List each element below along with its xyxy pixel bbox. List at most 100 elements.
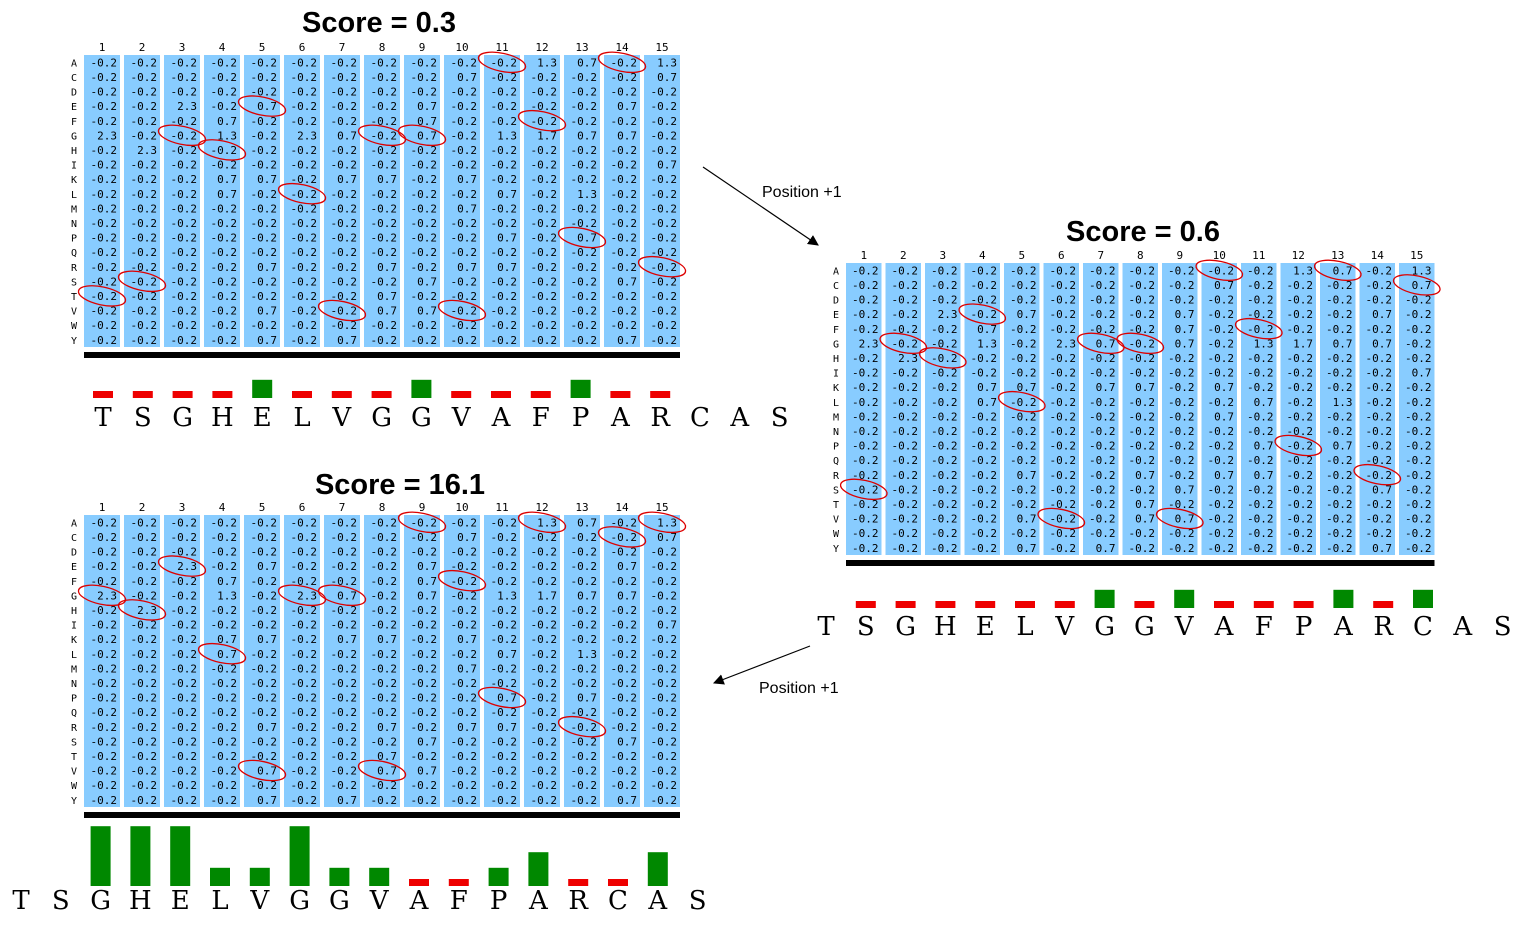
matrix-cell: -0.2 [211, 677, 238, 690]
matrix-cell: 0.7 [617, 275, 637, 288]
matrix-cell: -0.2 [611, 144, 638, 157]
matrix-cell: -0.2 [1405, 527, 1432, 540]
matrix-cell: -0.2 [531, 735, 558, 748]
matrix-column [124, 515, 160, 807]
matrix-cell: 0.7 [617, 334, 637, 347]
matrix-cell: 0.7 [417, 100, 437, 113]
matrix-cell: -0.2 [892, 410, 919, 423]
matrix-cell: 0.7 [617, 100, 637, 113]
row-label: R [71, 723, 78, 734]
matrix-cell: -0.2 [1050, 294, 1077, 307]
matrix-cell: 0.7 [417, 575, 437, 588]
matrix-cell: -0.2 [852, 264, 879, 277]
matrix-cell: -0.2 [1050, 381, 1077, 394]
matrix-cell: 0.7 [417, 115, 437, 128]
score-bar-positive [369, 867, 390, 886]
row-label: Y [71, 336, 77, 347]
matrix-cell: -0.2 [211, 86, 238, 99]
matrix-cell: -0.2 [331, 692, 358, 705]
matrix-cell: -0.2 [251, 662, 278, 675]
matrix-cell: -0.2 [291, 721, 318, 734]
matrix-cell: -0.2 [91, 217, 118, 230]
sequence-letter: A [528, 886, 549, 916]
column-number: 3 [939, 249, 946, 262]
row-label: I [71, 621, 77, 632]
row-label: H [71, 146, 77, 157]
matrix-column [164, 55, 200, 347]
sequence-letter: H [129, 886, 152, 916]
matrix-cell: -0.2 [611, 516, 638, 529]
matrix-cell: -0.2 [1326, 410, 1353, 423]
matrix-cell: -0.2 [1405, 469, 1432, 482]
matrix-cell: -0.2 [291, 246, 318, 259]
matrix-cell: -0.2 [531, 648, 558, 661]
matrix-cell: -0.2 [571, 619, 598, 632]
matrix-cell: -0.2 [1326, 542, 1353, 555]
matrix-cell: -0.2 [251, 159, 278, 172]
matrix-cell: -0.2 [1208, 498, 1235, 511]
matrix-cell: -0.2 [131, 765, 158, 778]
matrix-cell: -0.2 [331, 531, 358, 544]
matrix-cell: -0.2 [611, 261, 638, 274]
matrix-cell: -0.2 [331, 619, 358, 632]
matrix-cell: 0.7 [1254, 469, 1274, 482]
score-bar-positive [249, 867, 270, 886]
matrix-cell: 2.3 [97, 129, 117, 142]
matrix-cell: 0.7 [1135, 381, 1155, 394]
matrix-cell: -0.2 [611, 290, 638, 303]
matrix-cell: -0.2 [211, 71, 238, 84]
matrix-cell: -0.2 [451, 86, 478, 99]
matrix-cell: -0.2 [892, 469, 919, 482]
matrix-cell: -0.2 [1247, 513, 1274, 526]
matrix-cell: 0.7 [337, 129, 357, 142]
matrix-cell: -0.2 [611, 750, 638, 763]
matrix-cell: -0.2 [371, 275, 398, 288]
matrix-cell: -0.2 [1129, 352, 1156, 365]
matrix-cell: -0.2 [451, 246, 478, 259]
matrix-cell: -0.2 [131, 319, 158, 332]
matrix-cell: -0.2 [651, 575, 678, 588]
matrix-cell: -0.2 [892, 498, 919, 511]
matrix-cell: -0.2 [211, 217, 238, 230]
matrix-column [1043, 263, 1079, 555]
matrix-cell: -0.2 [131, 619, 158, 632]
matrix-cell: -0.2 [491, 735, 518, 748]
matrix-cell: -0.2 [571, 261, 598, 274]
row-label: K [71, 635, 77, 646]
matrix-cell: -0.2 [1366, 454, 1393, 467]
match-circle [477, 686, 527, 709]
matrix-cell: -0.2 [531, 604, 558, 617]
sequence-letter: G [90, 886, 111, 916]
match-circle [1076, 332, 1125, 355]
matrix-cell: -0.2 [91, 560, 118, 573]
matrix-cell: -0.2 [491, 334, 518, 347]
matrix-cell: -0.2 [211, 305, 238, 318]
matrix-cell: 0.7 [1135, 469, 1155, 482]
sequence-letter: F [450, 886, 468, 916]
matrix-cell: -0.2 [211, 232, 238, 245]
matrix-cell: -0.2 [1168, 264, 1195, 277]
score-bar-negative [331, 391, 352, 398]
matrix-cell: -0.2 [1326, 323, 1353, 336]
matrix-cell: -0.2 [1168, 440, 1195, 453]
matrix-cell: -0.2 [451, 100, 478, 113]
matrix-cell: -0.2 [91, 531, 118, 544]
matrix-cell: -0.2 [651, 144, 678, 157]
matrix-cell: -0.2 [411, 531, 438, 544]
matrix-cell: -0.2 [131, 188, 158, 201]
matrix-cell: -0.2 [1208, 483, 1235, 496]
matrix-cell: 0.7 [1175, 337, 1195, 350]
matrix-cell: -0.2 [171, 604, 198, 617]
matrix-cell: 0.7 [457, 633, 477, 646]
row-label: K [833, 383, 839, 394]
matrix-cell: -0.2 [651, 633, 678, 646]
matrix-column [604, 55, 640, 347]
matrix-cell: -0.2 [1168, 527, 1195, 540]
matrix-cell: -0.2 [892, 279, 919, 292]
row-label: R [833, 471, 840, 482]
matrix-cell: -0.2 [291, 56, 318, 69]
matrix-cell: -0.2 [411, 56, 438, 69]
score-bar-negative [855, 601, 876, 608]
matrix-cell: -0.2 [931, 440, 958, 453]
matrix-cell: 1.3 [977, 337, 997, 350]
